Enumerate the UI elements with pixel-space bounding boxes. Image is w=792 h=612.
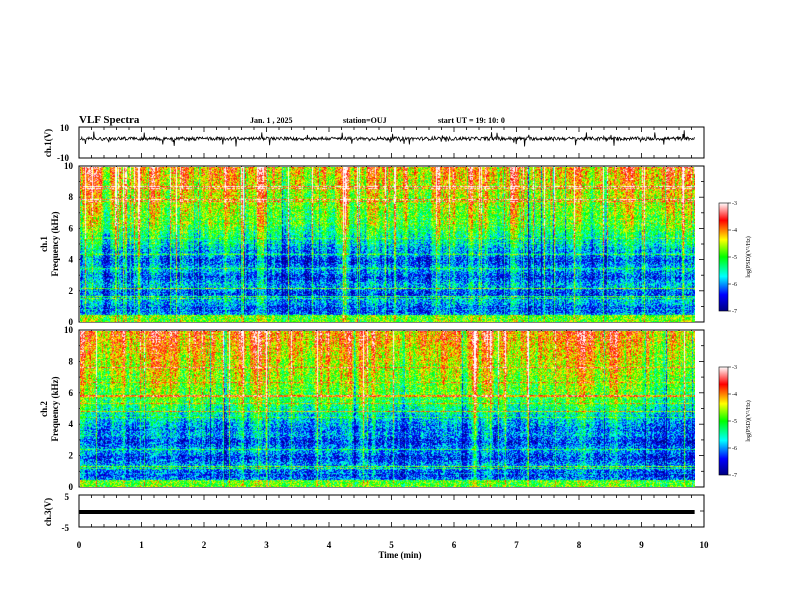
ch1-colorbar: -3 -4 -5 -6 -7 log(PSD)(V²/Hz) xyxy=(718,201,752,315)
ch3-ytick-bottom: -5 xyxy=(62,523,70,533)
ch2-colorbar-scale xyxy=(718,366,729,476)
x-tick-labels: 0 1 2 3 4 5 6 7 8 9 10 xyxy=(77,540,709,550)
x-tick-label: 1 xyxy=(139,540,144,550)
x-tick-label: 10 xyxy=(700,540,710,550)
colorbar-tick-label: -6 xyxy=(732,446,737,452)
spec-ytick-label: 6 xyxy=(69,223,74,233)
ch1-waveform-line xyxy=(79,130,695,147)
spec-ytick-label: 4 xyxy=(69,419,74,429)
ch2-spec-ytick-labels: 0 2 4 6 8 10 xyxy=(64,325,74,492)
spec-ytick-label: 2 xyxy=(69,286,74,296)
x-tick-label: 3 xyxy=(264,540,269,550)
ch3-axis-ticks xyxy=(78,494,705,528)
figure-title: VLF Spectra xyxy=(79,114,140,126)
x-tick-label: 2 xyxy=(202,540,207,550)
ch1-colorbar-scale xyxy=(718,202,729,312)
ch1-waveform-panel: ch.1(V) 10 -10 xyxy=(43,123,705,163)
colorbar-tick-label: -3 xyxy=(732,201,737,207)
spec-ytick-label: 0 xyxy=(69,482,74,492)
ch1-ytick-bottom: -10 xyxy=(57,153,69,163)
ch3-waveform-frame xyxy=(78,494,705,528)
x-axis-label: Time (min) xyxy=(378,550,421,560)
ch1-axis-ticks xyxy=(78,126,705,159)
x-tick-label: 8 xyxy=(577,540,582,550)
ch2-colorbar: -3 -4 -5 -6 -7 log(PSD)(V²/Hz) xyxy=(718,365,752,479)
spec-ytick-label: 0 xyxy=(69,317,74,327)
colorbar-tick-label: -4 xyxy=(732,228,737,234)
ch1-colorbar-label: log(PSD)(V²/Hz) xyxy=(745,236,752,277)
ch2-spec-frame xyxy=(78,329,705,488)
ch2-spec-ylabel-2: Frequency (kHz) xyxy=(50,376,60,441)
date-label: Jan. 1 , 2025 xyxy=(250,116,292,125)
ch1-spec-ylabel-2: Frequency (kHz) xyxy=(50,211,60,276)
ch2-colorbar-label: log(PSD)(V²/Hz) xyxy=(745,400,752,441)
colorbar-tick-label: -6 xyxy=(732,282,737,288)
colorbar-tick-label: -5 xyxy=(732,255,737,261)
spec-ytick-label: 6 xyxy=(69,388,74,398)
spec-ytick-label: 8 xyxy=(69,356,74,366)
colorbar-tick-label: -4 xyxy=(732,392,737,398)
spec-ytick-label: 10 xyxy=(64,161,74,171)
x-tick-label: 5 xyxy=(389,540,394,550)
ch3-waveform-panel: ch.3(V) 5 0 -5 xyxy=(43,492,705,533)
ch1-spec-ylabel-1: ch.1 xyxy=(39,236,49,252)
spec-ytick-label: 2 xyxy=(69,451,74,461)
ch1-spec-frame xyxy=(78,165,705,323)
x-tick-label: 4 xyxy=(327,540,332,550)
ch1-waveform-frame xyxy=(78,126,705,159)
ch3-waveform-ylabel: ch.3(V) xyxy=(43,498,53,526)
spec-ytick-label: 10 xyxy=(64,325,74,335)
start-ut-label: start UT = 19: 10: 0 xyxy=(438,116,505,125)
ch3-ytick-top: 5 xyxy=(65,492,70,502)
colorbar-tick-label: -7 xyxy=(732,473,737,479)
x-tick-label: 6 xyxy=(452,540,457,550)
station-label: station=OUJ xyxy=(343,116,387,125)
spec-ytick-label: 4 xyxy=(69,255,74,265)
ch1-ytick-top: 10 xyxy=(60,123,70,133)
x-tick-label: 0 xyxy=(77,540,82,550)
x-tick-label: 9 xyxy=(639,540,644,550)
ch1-waveform-ylabel: ch.1(V) xyxy=(43,129,53,157)
ch1-spectrogram-heatmap xyxy=(79,166,695,322)
colorbar-tick-label: -3 xyxy=(732,365,737,371)
x-tick-label: 7 xyxy=(514,540,519,550)
colorbar-tick-label: -5 xyxy=(732,419,737,425)
colorbar-tick-label: -7 xyxy=(732,309,737,315)
ch1-spec-ytick-labels: 0 2 4 6 8 10 xyxy=(64,161,74,327)
spec-ytick-label: 8 xyxy=(69,192,74,202)
ch2-spec-ylabel-1: ch.2 xyxy=(39,401,49,417)
ch2-spectrogram-heatmap xyxy=(79,330,695,487)
